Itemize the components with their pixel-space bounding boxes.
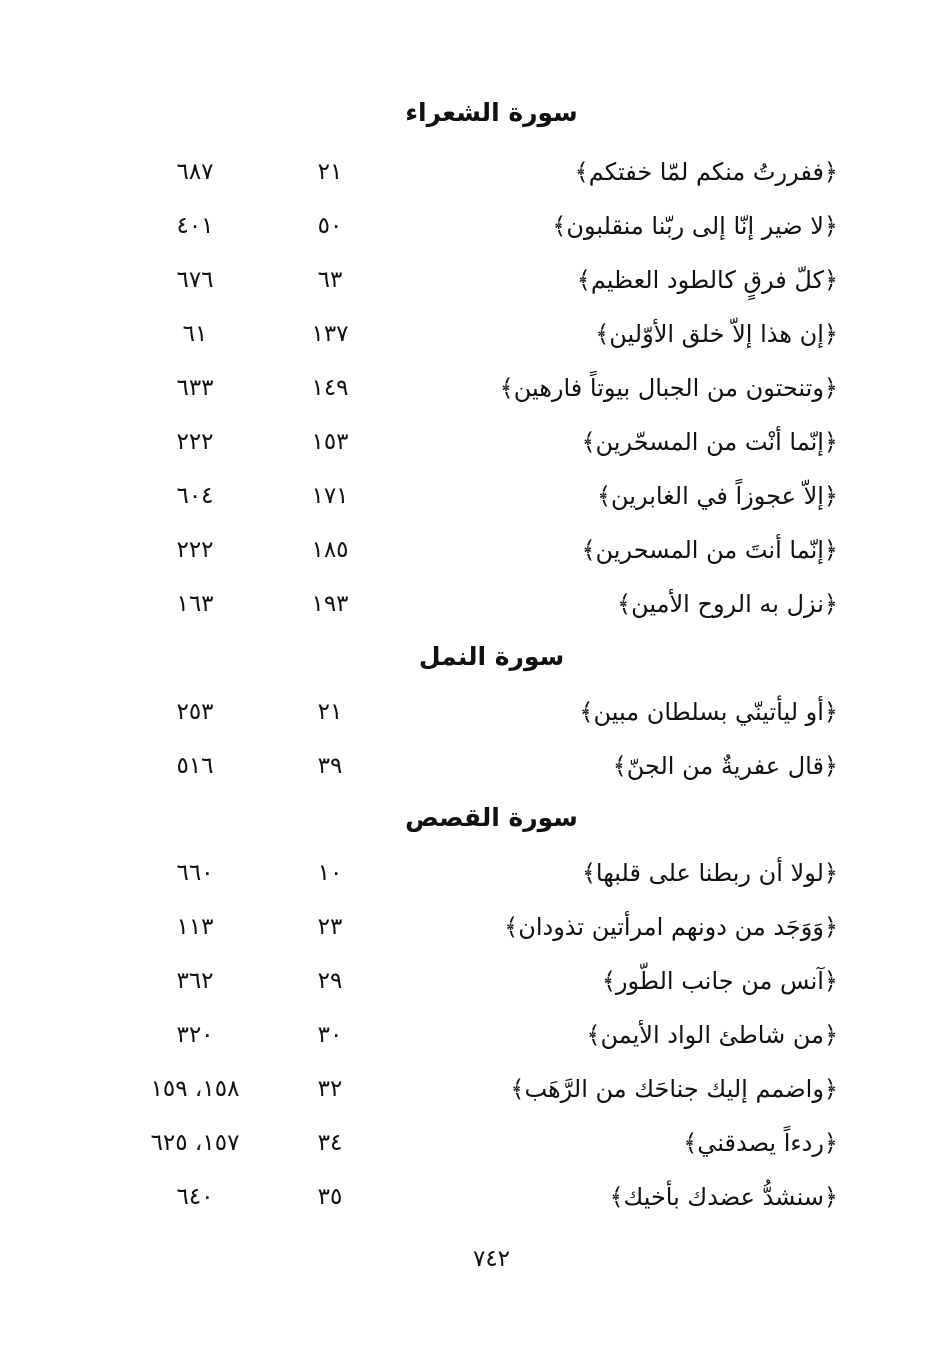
page-reference: ٦٧٦ (176, 267, 214, 293)
ayah-number: ٢٣ (317, 914, 343, 940)
index-row: ﴿سنشدُّ عضدك بأخيك﴾ ٣٥ ٦٤٠ (0, 1177, 943, 1217)
verse-text: ﴿كلّ فرقٍ كالطود العظيم﴾ (576, 266, 838, 294)
page-reference: ١٥٧، ٦٢٥ (150, 1130, 240, 1156)
index-row: ﴿إن هذا إلاّ خلق الأوّلين﴾ ١٣٧ ٦١ (0, 314, 943, 354)
index-row: ﴿وَوَجَد من دونهم امرأتين تذودان﴾ ٢٣ ١١٣ (0, 907, 943, 947)
page-reference: ٢٥٣ (176, 699, 214, 725)
index-row: ﴿كلّ فرقٍ كالطود العظيم﴾ ٦٣ ٦٧٦ (0, 260, 943, 300)
index-row: ﴿وتنحتون من الجبال بيوتاً فارهين﴾ ١٤٩ ٦٣٣ (0, 368, 943, 408)
verse-text: ﴿إلاّ عجوزاً في الغابرين﴾ (596, 482, 838, 510)
page-reference: ١١٣ (176, 914, 214, 940)
page-number: ٧٤٢ (472, 1246, 511, 1272)
ayah-number: ١٣٧ (311, 321, 349, 347)
index-row: ﴿ففررتُ منكم لمّا خفتكم﴾ ٢١ ٦٨٧ (0, 152, 943, 192)
verse-text: ﴿من شاطئ الواد الأيمن﴾ (586, 1021, 838, 1049)
page-reference: ٦١ (182, 321, 208, 347)
index-row: ﴿واضمم إليك جناحَك من الرَّهَب﴾ ٣٢ ١٥٨، ١٥… (0, 1069, 943, 1109)
ayah-number: ١٨٥ (311, 537, 349, 563)
verse-text: ﴿وتنحتون من الجبال بيوتاً فارهين﴾ (499, 374, 838, 402)
ayah-number: ١٩٣ (311, 591, 349, 617)
verse-text: ﴿نزل به الروح الأمين﴾ (617, 590, 838, 618)
ayah-number: ٦٣ (317, 267, 343, 293)
index-row: ﴿من شاطئ الواد الأيمن﴾ ٣٠ ٣٢٠ (0, 1015, 943, 1055)
ayah-number: ٥٠ (317, 213, 343, 239)
ayah-number: ٣٥ (317, 1184, 343, 1210)
index-row: ﴿ردءاً يصدقني﴾ ٣٤ ١٥٧، ٦٢٥ (0, 1123, 943, 1163)
verse-text: ﴿سنشدُّ عضدك بأخيك﴾ (609, 1183, 838, 1211)
verse-text: ﴿واضمم إليك جناحَك من الرَّهَب﴾ (510, 1075, 838, 1103)
ayah-number: ٣٢ (317, 1076, 343, 1102)
page-reference: ٣٦٢ (176, 968, 214, 994)
page-reference: ٥١٦ (176, 753, 214, 779)
index-row: ﴿لولا أن ربطنا على قلبها﴾ ١٠ ٦٦٠ (0, 853, 943, 893)
page-reference: ٢٢٢ (176, 429, 214, 455)
verse-text: ﴿ففررتُ منكم لمّا خفتكم﴾ (574, 158, 838, 186)
page-reference: ١٦٣ (176, 591, 214, 617)
surah-heading: سورة الشعراء (405, 98, 578, 127)
ayah-number: ١٧١ (311, 483, 349, 509)
verse-text: ﴿آنس من جانب الطّور﴾ (601, 967, 838, 995)
ayah-number: ٢١ (317, 699, 343, 725)
verse-text: ﴿وَوَجَد من دونهم امرأتين تذودان﴾ (504, 913, 838, 941)
page-reference: ٦٨٧ (176, 159, 214, 185)
index-row: ﴿نزل به الروح الأمين﴾ ١٩٣ ١٦٣ (0, 584, 943, 624)
verse-text: ﴿إنّما أنتَ من المسحرين﴾ (581, 536, 838, 564)
ayah-number: ٢١ (317, 159, 343, 185)
verse-text: ﴿أو ليأتينّي بسلطان مبين﴾ (579, 698, 838, 726)
page-reference: ٦٤٠ (176, 1184, 214, 1210)
ayah-number: ١٥٣ (311, 429, 349, 455)
ayah-number: ٣٤ (317, 1130, 343, 1156)
index-row: ﴿إنّما أنتَ من المسحرين﴾ ١٨٥ ٢٢٢ (0, 530, 943, 570)
ayah-number: ٢٩ (317, 968, 343, 994)
page-reference: ٦٦٠ (176, 860, 214, 886)
index-row: ﴿إلاّ عجوزاً في الغابرين﴾ ١٧١ ٦٠٤ (0, 476, 943, 516)
surah-heading: سورة القصص (405, 803, 578, 832)
surah-heading: سورة النمل (418, 642, 565, 671)
page-reference: ٦٠٤ (176, 483, 214, 509)
index-row: ﴿لا ضير إنّا إلى ربّنا منقلبون﴾ ٥٠ ٤٠١ (0, 206, 943, 246)
page-reference: ٣٢٠ (176, 1022, 214, 1048)
page-reference: ١٥٨، ١٥٩ (150, 1076, 240, 1102)
verse-text: ﴿إنّما أنْت من المسحّرين﴾ (581, 428, 838, 456)
verse-text: ﴿لولا أن ربطنا على قلبها﴾ (581, 859, 838, 887)
index-row: ﴿قال عفريةٌ من الجنّ﴾ ٣٩ ٥١٦ (0, 746, 943, 786)
verse-text: ﴿لا ضير إنّا إلى ربّنا منقلبون﴾ (552, 212, 838, 240)
index-row: ﴿أو ليأتينّي بسلطان مبين﴾ ٢١ ٢٥٣ (0, 692, 943, 732)
index-row: ﴿آنس من جانب الطّور﴾ ٢٩ ٣٦٢ (0, 961, 943, 1001)
verse-text: ﴿قال عفريةٌ من الجنّ﴾ (612, 752, 838, 780)
verse-text: ﴿ردءاً يصدقني﴾ (683, 1129, 838, 1157)
page-reference: ٤٠١ (176, 213, 214, 239)
page-reference: ٦٣٣ (176, 375, 214, 401)
ayah-number: ٣٠ (317, 1022, 343, 1048)
ayah-number: ١٠ (317, 860, 343, 886)
page-reference: ٢٢٢ (176, 537, 214, 563)
ayah-number: ٣٩ (317, 753, 343, 779)
index-row: ﴿إنّما أنْت من المسحّرين﴾ ١٥٣ ٢٢٢ (0, 422, 943, 462)
verse-text: ﴿إن هذا إلاّ خلق الأوّلين﴾ (595, 320, 838, 348)
ayah-number: ١٤٩ (311, 375, 349, 401)
